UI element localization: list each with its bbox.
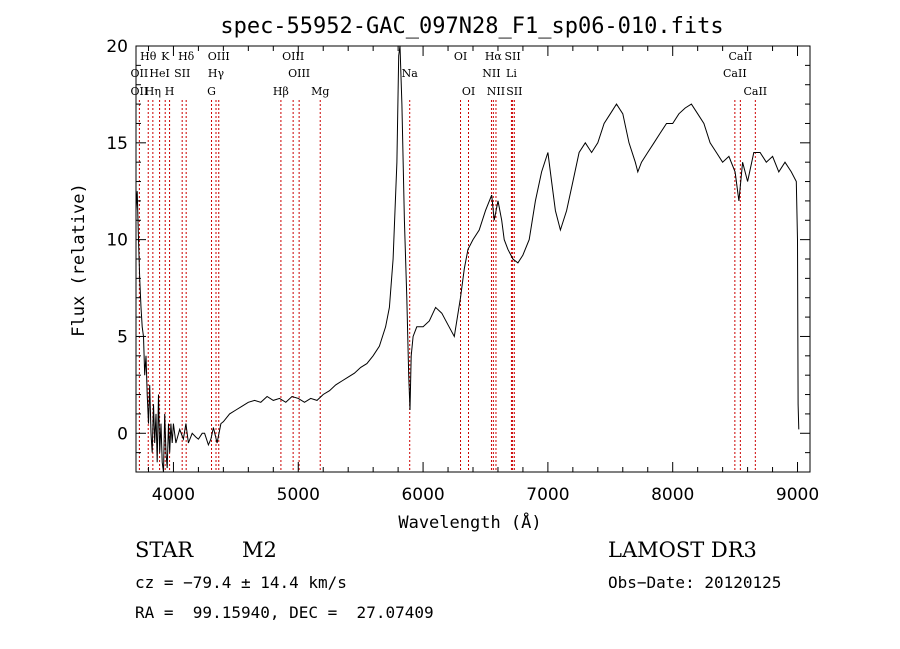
line-label: Mg	[311, 85, 329, 98]
line-label: OIII	[282, 50, 304, 63]
y-tick-label: 0	[117, 424, 128, 444]
x-tick-label: 7000	[526, 485, 569, 505]
y-axis-label: Flux (relative)	[69, 183, 89, 337]
line-label: G	[207, 85, 216, 98]
line-label: SII	[506, 85, 522, 98]
line-label: Li	[506, 67, 517, 80]
redshift-cz: cz = −79.4 ± 14.4 km/s	[135, 573, 347, 592]
line-label: Hη	[145, 85, 161, 98]
line-label: Na	[402, 67, 419, 80]
line-label: Hγ	[208, 67, 225, 80]
x-tick-label: 5000	[277, 485, 320, 505]
line-label: Hα	[485, 50, 503, 63]
line-label: Hθ	[140, 50, 157, 63]
line-label: NII	[487, 85, 505, 98]
line-label: HeI	[149, 67, 169, 80]
x-tick-label: 8000	[651, 485, 694, 505]
line-label: OI	[454, 50, 467, 63]
chart-title: spec-55952-GAC_097N28_F1_sp06-010.fits	[220, 14, 723, 39]
spectrum-line	[135, 45, 800, 473]
plot-frame	[135, 45, 811, 473]
line-label: H	[165, 85, 175, 98]
x-tick-label: 9000	[776, 485, 819, 505]
line-label: OIII	[288, 67, 310, 80]
object-subclass: M2	[242, 538, 277, 562]
line-label: OIII	[208, 50, 230, 63]
line-label: OII	[131, 67, 149, 80]
y-tick-label: 20	[106, 37, 128, 57]
line-label: OII	[131, 85, 149, 98]
line-label: Hβ	[273, 85, 289, 98]
ra-dec-coordinates: RA = 99.15940, DEC = 27.07409	[135, 603, 434, 622]
x-tick-label: 4000	[152, 485, 195, 505]
line-label: OI	[462, 85, 475, 98]
y-axis: 0 5 10 15 20	[106, 37, 810, 473]
line-label: CaII	[743, 85, 767, 98]
line-label: Hδ	[178, 50, 195, 63]
line-label: CaII	[723, 67, 747, 80]
line-label: SII	[504, 50, 520, 63]
survey-name: LAMOST DR3	[608, 538, 757, 562]
observation-date: Obs−Date: 20120125	[608, 573, 782, 592]
line-label: NII	[482, 67, 500, 80]
y-tick-label: 10	[106, 231, 128, 251]
line-label: SII	[174, 67, 190, 80]
x-axis-label: Wavelength (Å)	[398, 511, 541, 533]
line-label: K	[161, 50, 170, 63]
x-tick-label: 6000	[401, 485, 444, 505]
y-tick-label: 15	[106, 134, 128, 154]
line-label: CaII	[729, 50, 753, 63]
x-axis: 4000 5000 6000 7000 8000 9000	[147, 46, 819, 505]
object-class: STAR	[135, 538, 194, 562]
y-tick-label: 5	[117, 327, 128, 347]
